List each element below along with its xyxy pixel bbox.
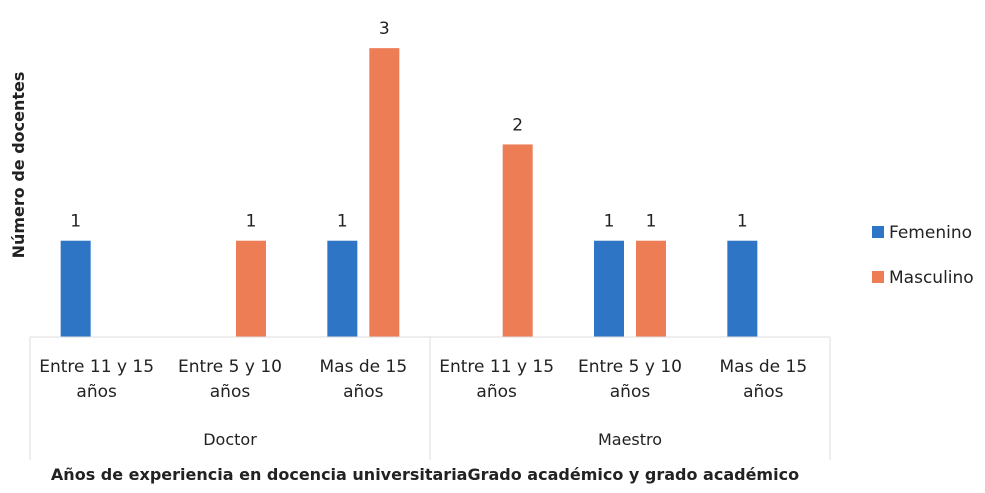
legend-label: Femenino	[889, 223, 972, 243]
bar	[60, 240, 91, 337]
x-tick-label: Entre 11 y 15 años	[439, 357, 555, 402]
x-tick-label: Entre 5 y 10 años	[178, 357, 282, 402]
bar	[327, 240, 358, 337]
data-label: 3	[379, 19, 390, 39]
data-label: 2	[512, 115, 523, 135]
bar	[594, 240, 624, 337]
y-axis-title: Número de docentes	[9, 72, 28, 259]
data-label: 1	[70, 212, 81, 232]
legend-swatch	[872, 226, 884, 238]
bar	[236, 240, 266, 337]
bar	[636, 240, 666, 337]
x-tick-label: Mas de 15 años	[719, 357, 808, 402]
group-label: Doctor	[203, 430, 257, 449]
data-label: 1	[246, 212, 257, 232]
group-label: Maestro	[597, 430, 663, 449]
data-label: 1	[737, 212, 748, 232]
bar	[502, 144, 533, 337]
data-label: 1	[646, 212, 657, 232]
bar	[727, 240, 758, 337]
legend-label: Masculino	[889, 268, 974, 288]
data-label: 1	[604, 212, 615, 232]
data-label: 1	[337, 212, 348, 232]
x-tick-label: Entre 11 y 15 años	[39, 357, 155, 402]
x-tick-label: Mas de 15 años	[319, 357, 408, 402]
x-axis-title: Años de experiencia en docencia universi…	[51, 465, 799, 484]
x-tick-label: Entre 5 y 10 años	[578, 357, 682, 402]
legend-swatch	[872, 271, 884, 283]
bar	[369, 48, 400, 338]
